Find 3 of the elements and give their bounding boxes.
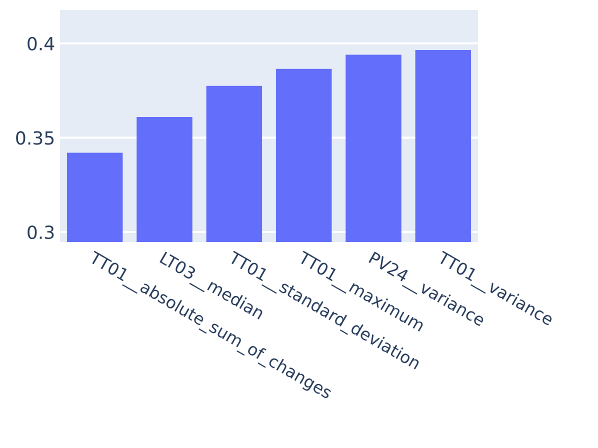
y-tick-label: 0.35	[16, 131, 54, 145]
y-tick-label: 0.4	[28, 36, 54, 50]
y-tick-label: 0.3	[28, 225, 54, 240]
